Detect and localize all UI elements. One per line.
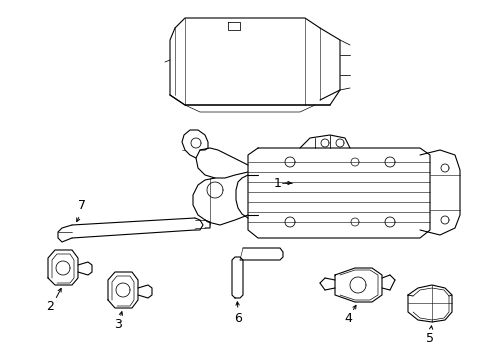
- Text: 3: 3: [114, 319, 122, 332]
- Text: 2: 2: [46, 301, 54, 314]
- Text: 4: 4: [344, 311, 351, 324]
- Text: 1: 1: [273, 176, 282, 189]
- Text: 5: 5: [425, 332, 433, 345]
- Text: 6: 6: [234, 311, 242, 324]
- Text: 7: 7: [78, 198, 86, 212]
